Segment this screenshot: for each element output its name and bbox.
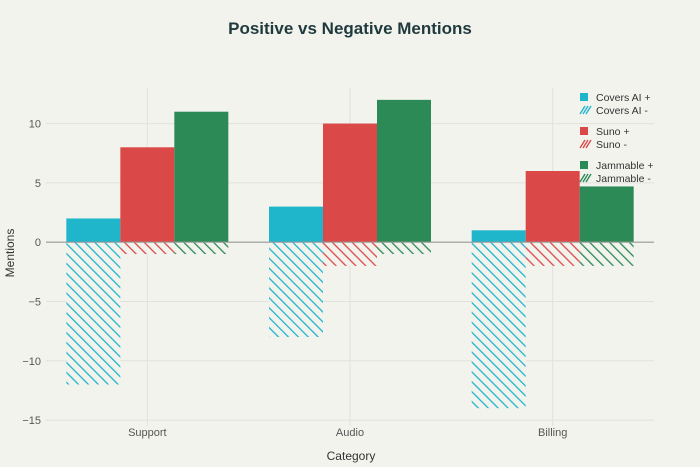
x-tick-label: Billing <box>538 427 567 439</box>
y-tick-label: −5 <box>28 296 41 308</box>
legend-item[interactable]: Suno + <box>580 126 630 138</box>
legend-swatch <box>580 161 588 169</box>
y-tick-label: 0 <box>35 237 41 249</box>
legend-swatch <box>585 105 592 115</box>
bar-sunoneg-support[interactable] <box>120 242 175 255</box>
bar-covers-aipos-billing[interactable] <box>471 230 526 243</box>
legend-label: Covers AI + <box>596 92 651 104</box>
legend[interactable]: Covers AI +Covers AI - Suno +Suno - Jammab… <box>579 92 653 185</box>
bar-jammableneg-audio[interactable] <box>377 242 431 255</box>
bar-covers-aineg-support[interactable] <box>66 242 121 385</box>
bar-jammablepos-audio[interactable] <box>377 99 431 243</box>
legend-swatch <box>585 173 592 183</box>
legend-swatch <box>579 105 586 115</box>
bar-sunopos-support[interactable] <box>120 147 175 243</box>
legend-swatch <box>582 173 589 183</box>
legend-swatch <box>580 93 588 101</box>
bar-jammablepos-billing[interactable] <box>579 186 634 243</box>
legend-swatch <box>582 139 589 149</box>
legend-swatch <box>582 105 589 115</box>
y-ticks: −15 −10 −5 0 5 10 <box>22 119 41 427</box>
x-tick-label: Audio <box>336 427 364 439</box>
legend-label: Suno + <box>596 126 630 138</box>
y-tick-label: −10 <box>22 356 41 368</box>
legend-label: Jammable + <box>596 160 653 172</box>
bar-sunoneg-billing[interactable] <box>525 242 580 266</box>
y-axis-label: Mentions <box>3 229 17 278</box>
legend-item[interactable]: Jammable - <box>579 173 651 185</box>
bar-covers-aipos-audio[interactable] <box>269 206 323 243</box>
legend-swatch <box>580 127 588 135</box>
chart-title: Positive vs Negative Mentions <box>228 19 472 38</box>
bar-jammablepos-support[interactable] <box>174 111 229 243</box>
bar-covers-aineg-billing[interactable] <box>471 242 526 409</box>
bar-sunopos-billing[interactable] <box>525 171 580 243</box>
x-axis-label: Category <box>327 449 376 463</box>
legend-item[interactable]: Covers AI - <box>579 105 648 117</box>
legend-swatch <box>585 139 592 149</box>
legend-swatch <box>579 139 586 149</box>
y-tick-label: 5 <box>35 178 41 190</box>
bar-sunoneg-audio[interactable] <box>323 242 377 266</box>
x-tick-label: Support <box>128 427 167 439</box>
x-ticks: Support Audio Billing <box>128 427 567 439</box>
y-tick-label: −15 <box>22 415 41 427</box>
bar-jammableneg-billing[interactable] <box>579 242 634 266</box>
bar-covers-aipos-support[interactable] <box>66 218 121 243</box>
legend-label: Jammable - <box>596 173 651 185</box>
legend-label: Suno - <box>596 139 627 151</box>
bars <box>66 99 634 409</box>
legend-swatch <box>579 173 586 183</box>
bar-sunopos-audio[interactable] <box>323 123 377 243</box>
legend-item[interactable]: Covers AI + <box>580 92 651 104</box>
bar-jammableneg-support[interactable] <box>174 242 229 255</box>
y-tick-label: 10 <box>29 119 41 131</box>
legend-label: Covers AI - <box>596 105 648 117</box>
legend-item[interactable]: Jammable + <box>580 160 653 172</box>
legend-item[interactable]: Suno - <box>579 139 627 151</box>
bar-covers-aineg-audio[interactable] <box>269 242 323 338</box>
